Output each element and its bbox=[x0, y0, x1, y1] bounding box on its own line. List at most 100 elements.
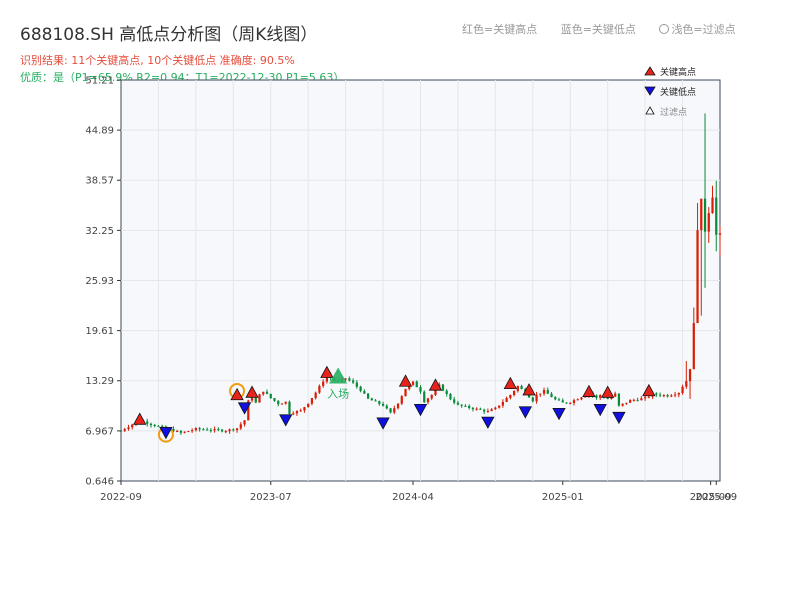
candle-body bbox=[606, 397, 609, 399]
candle-body bbox=[393, 408, 396, 413]
candle-body bbox=[183, 431, 186, 433]
candle-body bbox=[239, 424, 242, 429]
candle-body bbox=[348, 378, 351, 381]
candle-body bbox=[505, 398, 508, 402]
y-tick-label: 32.25 bbox=[85, 226, 114, 237]
candle-body bbox=[243, 420, 246, 425]
candle-body bbox=[497, 405, 501, 408]
candle-body bbox=[554, 397, 557, 400]
top-legend-light: 浅色=过滤点 bbox=[659, 23, 736, 36]
y-tick-label: 6.967 bbox=[85, 426, 114, 437]
key-high-marker bbox=[503, 376, 518, 390]
legend-filtered-label: 过滤点 bbox=[660, 106, 687, 118]
candle-body bbox=[228, 429, 231, 432]
top-legend-blue: 蓝色=关键低点 bbox=[560, 23, 636, 36]
candle-body bbox=[247, 400, 250, 421]
candle-body bbox=[715, 197, 718, 235]
candle-body bbox=[374, 400, 377, 402]
y-tick-label: 38.57 bbox=[85, 176, 114, 187]
candle-body bbox=[441, 384, 445, 391]
candle-body bbox=[288, 401, 291, 414]
x-tick-label: 2023-07 bbox=[250, 492, 292, 503]
candle-body bbox=[250, 397, 254, 401]
candle-body bbox=[355, 382, 358, 387]
candle-body bbox=[542, 389, 546, 394]
key-high-marker bbox=[582, 384, 596, 397]
candle-body bbox=[318, 385, 321, 393]
candle-body bbox=[344, 378, 347, 380]
candle-body bbox=[535, 394, 538, 402]
candle-body bbox=[198, 428, 201, 430]
candle-body bbox=[561, 400, 564, 403]
candle-body bbox=[557, 399, 561, 401]
candle-body bbox=[389, 408, 392, 413]
candle-body bbox=[179, 431, 183, 433]
candle-body bbox=[363, 391, 366, 394]
candle-body bbox=[426, 398, 430, 403]
y-axis: 0.646 6.967 13.29 19.61 25.93 32.25 38.57 44.89… bbox=[85, 76, 121, 488]
candle-body bbox=[539, 393, 542, 395]
candle-body bbox=[415, 381, 418, 388]
x-tick-label: 2024-04 bbox=[392, 492, 434, 503]
candle-body bbox=[531, 397, 534, 402]
candle-body bbox=[468, 405, 471, 408]
entry-marker bbox=[329, 367, 348, 384]
candle-body bbox=[456, 402, 460, 405]
candle-body bbox=[254, 397, 257, 403]
candle-body bbox=[520, 386, 523, 390]
top-legend: 红色=关键高点 蓝色=关键低点 浅色=过滤点 bbox=[462, 21, 756, 37]
candle-body bbox=[131, 424, 134, 428]
candle-body bbox=[205, 429, 209, 431]
top-legend-red: 红色=关键高点 bbox=[462, 23, 538, 36]
x-tick-label: 2025-09 bbox=[695, 492, 737, 503]
candle-body bbox=[220, 429, 224, 432]
legend-high-label: 关键高点 bbox=[660, 66, 696, 78]
candle-body bbox=[123, 429, 126, 431]
candle-body bbox=[209, 430, 212, 432]
candle-body bbox=[490, 409, 493, 412]
chart-legend: 关键高点 关键低点 过滤点 bbox=[644, 66, 696, 118]
candle-body bbox=[292, 413, 295, 415]
key-high-marker bbox=[428, 378, 443, 391]
legend-low-icon bbox=[644, 86, 656, 96]
candle-body bbox=[404, 388, 407, 397]
candle-body bbox=[310, 398, 314, 404]
candle-body bbox=[153, 425, 156, 427]
candle-body bbox=[580, 397, 583, 400]
candle-body bbox=[423, 391, 426, 403]
key-low-marker bbox=[481, 416, 495, 429]
candle-body bbox=[176, 431, 179, 433]
candle-body bbox=[621, 403, 624, 406]
entry-label: 入场 bbox=[327, 386, 349, 400]
key-high-marker bbox=[245, 385, 259, 398]
candle-body bbox=[486, 411, 490, 413]
candle-body bbox=[445, 390, 448, 394]
candle-body bbox=[464, 405, 467, 407]
candle-body bbox=[670, 395, 673, 397]
candle-body bbox=[419, 387, 422, 392]
candle-body bbox=[460, 404, 463, 406]
candle-body bbox=[265, 391, 269, 394]
key-low-marker bbox=[159, 427, 173, 440]
candle-body bbox=[370, 398, 373, 401]
key-low-marker bbox=[376, 417, 390, 430]
candle-body bbox=[157, 425, 160, 427]
candle-body bbox=[366, 393, 370, 399]
candle-body bbox=[662, 395, 665, 397]
key-low-marker bbox=[552, 407, 566, 421]
candle-body bbox=[400, 396, 403, 404]
candle-body bbox=[617, 393, 621, 406]
candle-body bbox=[655, 393, 658, 395]
key-high-marker bbox=[601, 385, 615, 398]
candle-body bbox=[232, 429, 235, 431]
candle-body bbox=[258, 394, 261, 403]
candle-body bbox=[711, 197, 714, 214]
candle-body bbox=[149, 423, 153, 426]
candle-body bbox=[550, 393, 553, 398]
candle-body bbox=[595, 395, 598, 398]
candle-body bbox=[217, 429, 220, 431]
candle-body bbox=[614, 393, 617, 397]
key-low-marker bbox=[612, 411, 626, 425]
candle-body bbox=[599, 394, 602, 398]
y-tick-label: 13.29 bbox=[85, 376, 114, 387]
